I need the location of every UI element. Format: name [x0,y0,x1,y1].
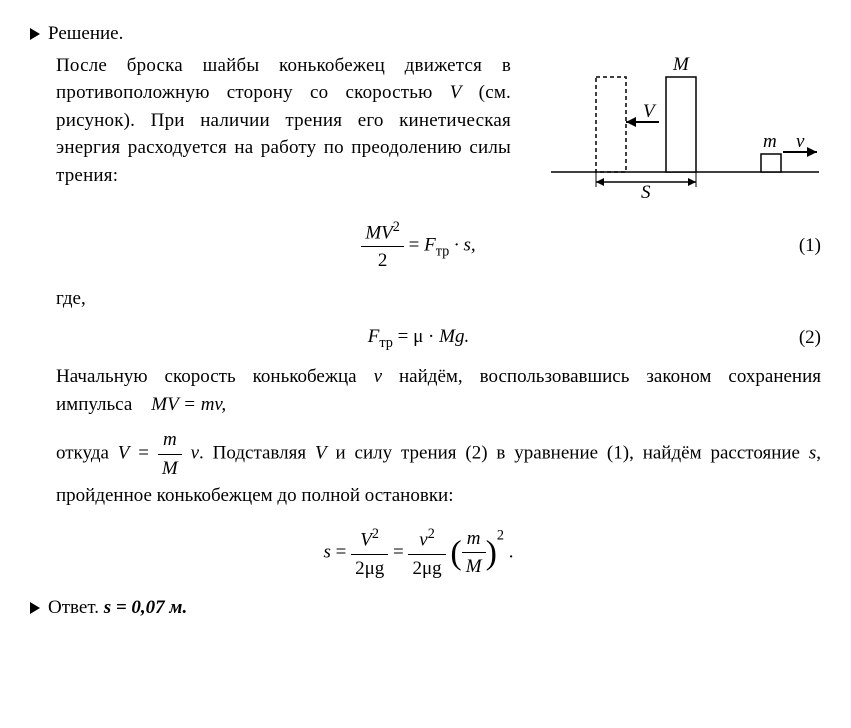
eq1-den: 2 [361,247,404,275]
eq1-sub: тр [436,243,450,259]
svg-text:V: V [643,101,657,122]
p3-text2: . Подставляя [199,442,315,463]
p3-text1: откуда [56,442,118,463]
eq3-exp3: 2 [497,527,504,543]
svg-text:v: v [796,131,805,152]
frac-num: m [158,426,182,455]
answer-label: Ответ. [48,594,99,622]
eq1-num: MV [365,222,392,243]
eq3-den1: 2μg [351,555,388,583]
eq3-s: s [323,541,330,562]
p1-text1: После броска шайбы конькобежец движется … [56,55,511,104]
equation-1: MV2 2 = Fтр · s, (1) [56,217,821,275]
paragraph-2: Начальную скорость конькобежца v найдём,… [56,363,821,418]
p3-text3: и силу трения (2) в уравнение (1), найдё… [327,442,809,463]
svg-text:S: S [641,182,651,203]
eq3-exp2: 2 [428,526,435,542]
eq1-eq: = [409,234,424,255]
equation-2: Fтр = μ · Mg. (2) [56,323,821,353]
frac-den: M [158,455,182,483]
answer-value: s = 0,07 м. [104,594,188,622]
diagram: M Vmv S [531,52,821,207]
section-marker-icon [30,28,40,40]
momentum-eq: MV = mv, [151,394,226,415]
p1-V: V [450,82,462,103]
p2-text1: Начальную скорость конькобежца [56,366,374,387]
eq2-F: F [368,326,380,347]
section-title: Решение. [48,20,123,48]
eq3-v: v [419,529,427,550]
eq3-eq1: = [331,541,351,562]
eq2-number: (2) [781,324,821,352]
eq2-rhs: Mg. [439,326,469,347]
p3-V: V [315,442,327,463]
eq3-V: V [360,529,372,550]
eq1-exp: 2 [393,219,400,235]
answer-marker-icon [30,602,40,614]
eq3-den2: 2μg [408,555,445,583]
eq1-F: F [424,234,436,255]
eq2-sub: тр [379,334,393,350]
eq3-M: M [462,553,486,581]
where-label: где, [30,285,821,313]
eq3-exp1: 2 [372,526,379,542]
eq3-eq2: = [393,541,408,562]
eq1-number: (1) [781,232,821,260]
p2-v: v [374,366,382,387]
eq3-m: m [462,525,486,554]
eq2-mid: = μ · [393,326,439,347]
paragraph-1: После броска шайбы конькобежец движется … [56,52,511,207]
eq1-tail: · s, [449,234,475,255]
content-body: После броска шайбы конькобежец движется … [56,52,821,583]
svg-text:M: M [672,54,690,75]
svg-text:m: m [763,131,777,152]
equation-3: s = V2 2μg = v2 2μg (mM)2 . [56,524,821,582]
paragraph-3: откуда V = mM v. Подставляя V и силу тре… [56,426,821,510]
